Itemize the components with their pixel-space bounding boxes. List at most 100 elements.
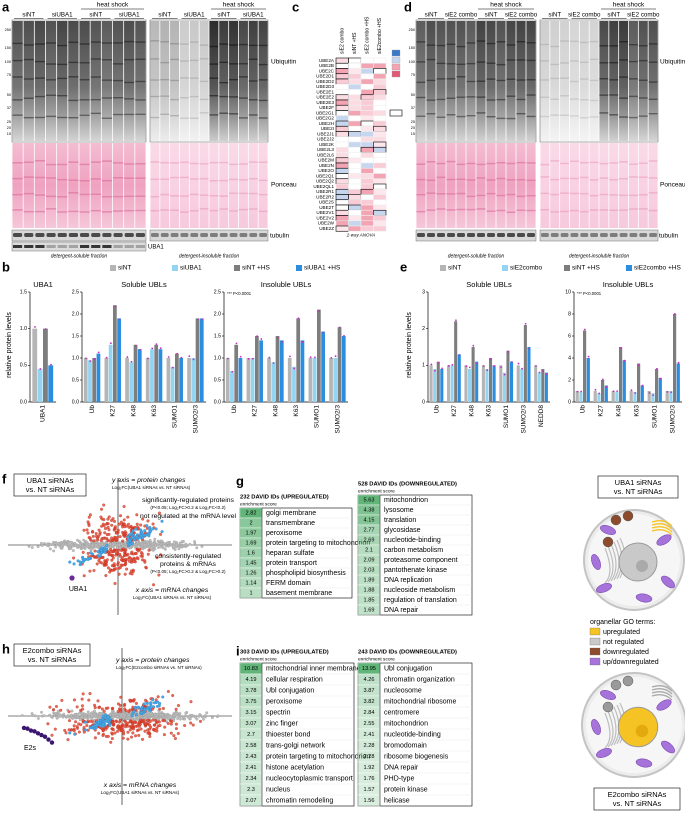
heatmap-cell [360,204,374,211]
ponceau-band [526,179,536,182]
band [648,43,658,45]
bar [506,350,510,402]
ponceau-band [436,176,446,179]
heatmap-cell [373,99,387,106]
band [12,114,23,116]
band [209,45,219,48]
scatter-dot [91,725,95,729]
golgi [651,529,673,536]
bar [271,362,276,402]
scatter-dot [106,522,110,526]
ponceau-lane [179,143,189,228]
band [446,63,456,65]
scatter-dot [105,543,109,547]
band [112,113,124,116]
scatter-dot [148,526,152,530]
band [426,44,436,46]
ponceau-band [189,193,199,196]
lane-label: siE2 combo [505,12,538,19]
ponceau-band [45,195,57,198]
scatter-dot [121,544,125,548]
band [209,77,219,79]
scatter-dot [53,713,56,716]
band [416,61,426,63]
ponceau-band [135,209,146,212]
scatter-dot [186,715,190,719]
scatter-dot [72,729,76,733]
score: 3.75 [246,699,257,705]
scatter-dot [72,562,76,566]
band [456,76,466,78]
ponceau-lane [238,143,248,228]
bar [492,365,496,402]
scatter-dot [111,538,115,542]
heatmap-cell [373,141,387,148]
band [23,97,34,99]
bar [429,365,433,402]
bar [604,385,608,402]
band [68,116,79,119]
x-tick-label: K48 [468,405,475,417]
band [150,95,160,98]
panel-letter: g [236,473,244,488]
tubulin-band [477,233,485,237]
x-tick-label: K27 [598,405,605,417]
band [79,99,90,101]
band [160,41,170,43]
band [135,80,146,83]
scatter-dot [139,523,143,527]
band [638,115,648,117]
scatter-dot [114,567,118,571]
score: 1 [249,590,252,596]
scatter-dot [162,733,166,737]
ponceau-band [160,161,170,164]
scatter-dot [66,738,70,742]
bar [499,365,503,402]
bar [341,336,346,402]
replicate-dot [50,363,52,366]
chart-title: Insoluble UBLs [603,280,654,289]
scatter-dot [86,551,90,555]
ponceau-band [648,209,658,212]
band [579,78,589,80]
mw-label: 150 [409,46,415,50]
band [199,58,209,60]
scatter-dot [143,708,147,712]
bar [308,358,313,402]
scale-swatch [391,56,401,64]
ponceau-band [12,209,23,211]
scatter-dot [63,728,67,732]
scatter-dot [76,544,79,548]
band [638,97,648,99]
band [12,76,23,78]
scatter-dot [191,723,195,727]
band [516,112,526,115]
gene-label: UBE2I [321,126,334,131]
heatmap-cell [360,209,374,216]
ponceau-band [579,176,589,179]
gene-label: UBE2H [319,121,334,126]
ponceau-band [496,161,506,164]
bar [287,358,292,402]
lysosome [622,510,634,522]
table-header: 232 DAVID IDs (UPREGULATED) [240,495,329,501]
scatter-dot [53,727,57,731]
band [135,41,146,43]
scatter-dot [117,548,121,552]
bar [133,344,138,402]
ubiquitin-lane [579,21,589,141]
scatter-dot [128,728,132,732]
ponceau-lane [416,143,426,228]
ponceau-band [23,176,34,178]
scatter-dot [107,528,111,532]
fraction-label: detergent-insoluble fraction [179,253,240,259]
ponceau-band [34,194,46,196]
scatter-dot [112,542,116,546]
band [199,44,209,46]
ponceau-band [599,177,609,179]
band [466,42,476,44]
scatter-dot [104,713,108,717]
scatter-dot [107,553,111,557]
bar [300,340,305,402]
heatmap-cell [335,62,349,69]
